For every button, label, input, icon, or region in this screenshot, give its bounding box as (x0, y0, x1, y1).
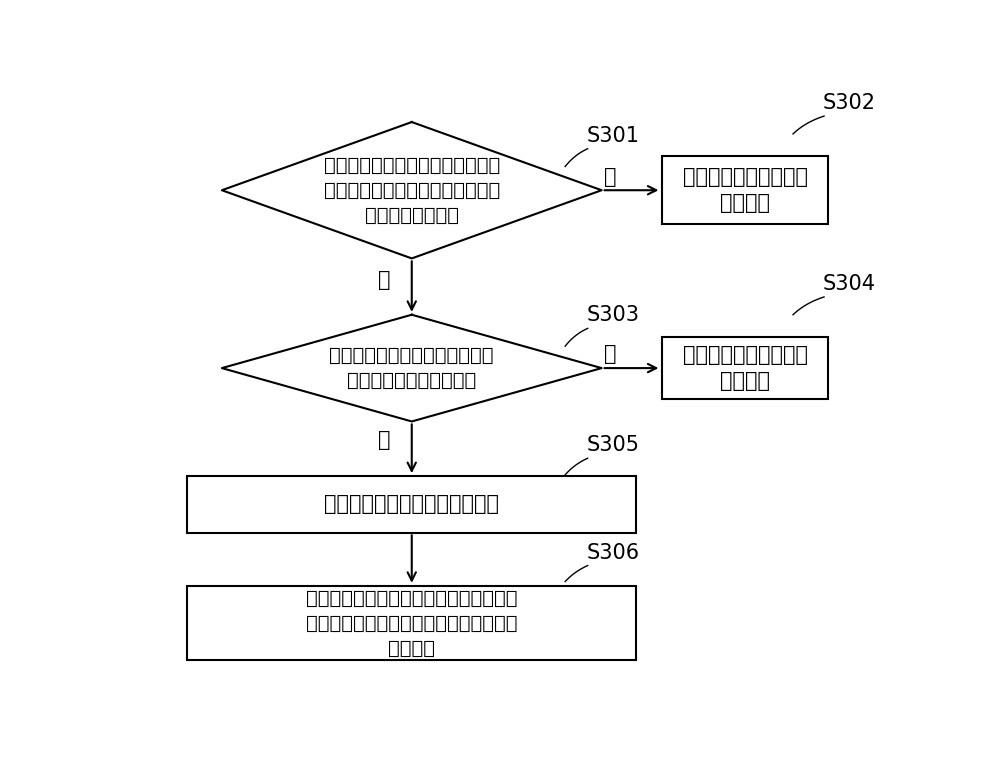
Bar (662, 337, 828, 399)
Text: 对所述硬盘设备进行分区格式化: 对所述硬盘设备进行分区格式化 (324, 494, 499, 514)
Text: S305: S305 (586, 435, 639, 455)
Bar (187, 586, 636, 660)
Bar (187, 477, 636, 533)
Text: 在分区格式化完成后，再通过所述分区格
式化挂载脚本对分区格式化后的硬盘设备
进行挂载: 在分区格式化完成后，再通过所述分区格 式化挂载脚本对分区格式化后的硬盘设备 进行… (306, 588, 518, 658)
Text: 开机启动时，遍历所有的硬盘设备
，并在遍历的过程中判断当前硬盘
设备是否为系统盘: 开机启动时，遍历所有的硬盘设备 ，并在遍历的过程中判断当前硬盘 设备是否为系统盘 (324, 156, 500, 225)
Text: S303: S303 (586, 306, 639, 326)
Bar (662, 156, 828, 224)
Text: S302: S302 (822, 93, 876, 113)
Text: S304: S304 (822, 274, 876, 294)
Text: 是: 是 (604, 344, 616, 364)
Text: 判断硬盘设备是否已经过云存储
数据存储节点分区格式化: 判断硬盘设备是否已经过云存储 数据存储节点分区格式化 (330, 346, 494, 390)
Text: 否: 否 (378, 270, 391, 290)
Text: 不对该硬盘设备进行分
区格式化: 不对该硬盘设备进行分 区格式化 (682, 345, 808, 391)
Text: 否: 否 (378, 430, 391, 450)
Text: S306: S306 (586, 543, 639, 563)
Text: S301: S301 (586, 126, 639, 146)
Text: 是: 是 (604, 166, 616, 186)
Text: 不对该硬盘设备进行分
区格式化: 不对该硬盘设备进行分 区格式化 (682, 167, 808, 213)
